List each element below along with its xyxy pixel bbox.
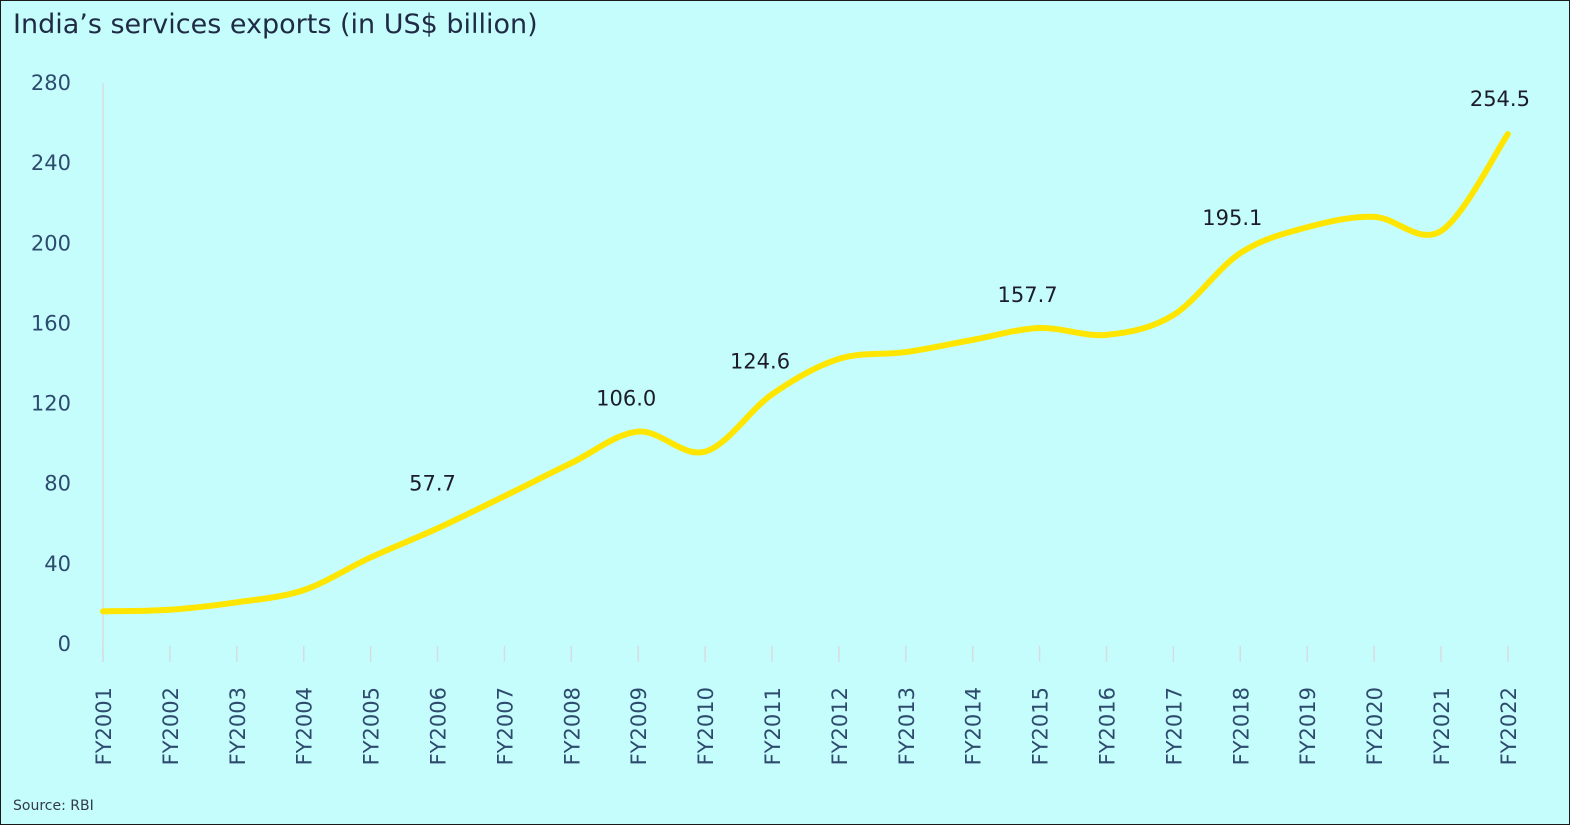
y-tick-label: 240 (31, 151, 71, 175)
data-point-fy2005 (368, 554, 374, 560)
chart-title: India’s services exports (in US$ billion… (13, 9, 538, 40)
data-point-fy2001 (100, 608, 106, 614)
series-line (100, 131, 1511, 615)
x-tick-label: FY2007 (493, 687, 517, 765)
x-tick-label: FY2022 (1497, 687, 1521, 765)
x-tick-label: FY2006 (427, 687, 451, 765)
x-tick-label: FY2017 (1162, 687, 1186, 765)
data-point-fy2013 (903, 349, 909, 355)
data-point-fy2008 (568, 460, 574, 466)
x-tick-label: FY2021 (1430, 687, 1454, 765)
x-tick-label: FY2005 (360, 687, 384, 765)
data-point-fy2018 (1237, 250, 1243, 256)
data-point-fy2011 (769, 391, 775, 397)
data-label-fy2011: 124.6 (730, 349, 790, 373)
x-tick-label: FY2015 (1029, 687, 1053, 765)
data-point-fy2014 (970, 337, 976, 343)
y-tick-label: 120 (31, 392, 71, 416)
x-tick-label: FY2016 (1096, 687, 1120, 765)
y-tick-label: 80 (44, 472, 71, 496)
data-label-fy2022: 254.5 (1470, 87, 1530, 111)
y-tick-label: 0 (58, 632, 71, 656)
axis-layer: 0 40 80 120 160 200 240 280 FY2001 FY2002 FY2003 FY… (31, 71, 1521, 765)
x-tick-label: FY2014 (962, 687, 986, 765)
data-label-fy2009: 106.0 (596, 387, 656, 411)
x-tick-label: FY2013 (895, 687, 919, 765)
data-label-fy2018: 195.1 (1202, 206, 1262, 230)
data-label-fy2006: 57.7 (409, 471, 456, 495)
data-point-fy2017 (1170, 312, 1176, 318)
data-point-fy2010 (702, 449, 708, 455)
x-tick-label: FY2002 (159, 687, 183, 765)
data-point-fy2015 (1037, 325, 1043, 331)
x-tick-label: FY2020 (1363, 687, 1387, 765)
data-label-fy2015: 157.7 (998, 283, 1058, 307)
data-point-fy2016 (1104, 332, 1110, 338)
data-point-fy2021 (1438, 228, 1444, 234)
data-point-fy2019 (1304, 224, 1310, 230)
data-point-fy2006 (435, 525, 441, 531)
data-point-fy2007 (501, 493, 507, 499)
x-tick-label: FY2010 (694, 687, 718, 765)
data-point-fy2003 (234, 599, 240, 605)
data-point-fy2020 (1371, 214, 1377, 220)
series-layer (100, 131, 1511, 615)
source-note: Source: RBI (13, 798, 94, 814)
data-point-fy2022 (1505, 131, 1511, 137)
x-tick-label: FY2008 (560, 687, 584, 765)
x-tick-label: FY2001 (92, 687, 116, 765)
x-tick-label: FY2003 (226, 687, 250, 765)
x-tick-label: FY2018 (1229, 687, 1253, 765)
y-tick-label: 160 (31, 311, 71, 335)
data-point-fy2012 (836, 356, 842, 362)
x-tick-label: FY2009 (627, 687, 651, 765)
data-point-fy2004 (301, 587, 307, 593)
x-tick-label: FY2004 (293, 687, 317, 765)
data-label-layer: 57.7 106.0 124.6 157.7 195.1 254.5 (409, 87, 1530, 495)
x-tick-label: FY2012 (828, 687, 852, 765)
y-tick-label: 280 (31, 71, 71, 95)
x-tick-label: FY2011 (761, 687, 785, 765)
y-tick-label: 200 (31, 231, 71, 255)
data-point-fy2009 (635, 429, 641, 435)
y-tick-label: 40 (44, 552, 71, 576)
x-tick-label: FY2019 (1296, 687, 1320, 765)
data-point-fy2002 (167, 607, 173, 613)
